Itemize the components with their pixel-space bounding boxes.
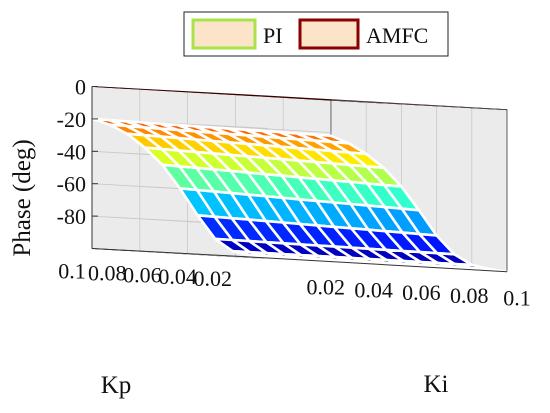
z-tick-label: -40 bbox=[57, 139, 86, 164]
z-axis-label: Phase (deg) bbox=[9, 139, 36, 256]
kp-tick-label: 0.02 bbox=[194, 266, 233, 291]
base-axes bbox=[91, 248, 508, 273]
z-tick-label: 0 bbox=[75, 75, 86, 100]
kp-axis-label: Kp bbox=[101, 372, 132, 399]
axis-labels: Phase (deg) Kp Ki bbox=[9, 139, 449, 399]
ki-tick-label: 0.08 bbox=[450, 283, 489, 308]
tick-labels: 0-20-40-60-800.1 0.080.060.040.02 0.02 0.04… bbox=[57, 75, 531, 311]
ki-tick-label: 0.04 bbox=[354, 277, 393, 302]
kp-tick-label: 0.04 bbox=[158, 264, 197, 289]
legend-label-pi: PI bbox=[263, 23, 283, 48]
legend-label-amfc: AMFC bbox=[366, 23, 428, 48]
kp-tick-label: 0.06 bbox=[123, 262, 162, 287]
box-edge bbox=[330, 99, 508, 272]
z-tick-label: -60 bbox=[57, 172, 86, 197]
ki-tick-label: 0.1 bbox=[503, 286, 531, 311]
kp-tick-label: 0.1 bbox=[58, 259, 86, 284]
front-axes bbox=[91, 86, 508, 273]
pi-surface bbox=[90, 117, 509, 274]
ki-axis-label: Ki bbox=[424, 371, 449, 398]
legend-swatch-pi bbox=[191, 18, 257, 50]
kp-tick-label: 0.08 bbox=[88, 260, 127, 285]
z-tick-label: -20 bbox=[57, 107, 86, 132]
legend: PI AMFC bbox=[183, 11, 449, 57]
z-tick-label: -80 bbox=[57, 204, 86, 229]
legend-swatch-amfc bbox=[298, 18, 360, 50]
ki-tick-label: 0.02 bbox=[307, 275, 346, 300]
ki-tick-label: 0.06 bbox=[402, 280, 441, 305]
